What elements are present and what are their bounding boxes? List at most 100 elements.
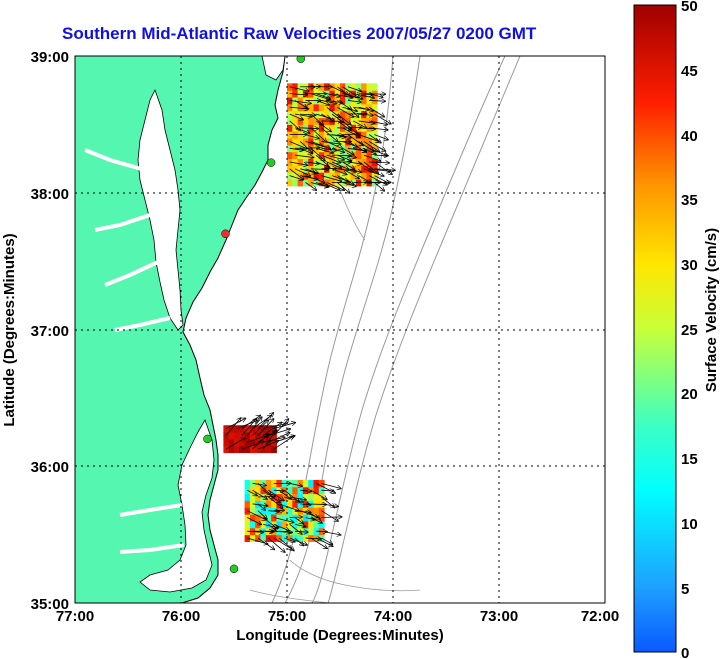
velocity-cell <box>249 507 256 515</box>
velocity-cell <box>292 179 299 187</box>
velocity-cell <box>265 479 272 488</box>
velocity-arrow <box>368 134 381 143</box>
velocity-arrow <box>273 419 289 436</box>
velocity-cell <box>244 432 251 440</box>
velocity-arrow <box>241 415 260 429</box>
velocity-cell <box>366 83 373 91</box>
velocity-cell <box>265 445 272 454</box>
velocity-arrow <box>337 182 349 193</box>
velocity-arrow <box>310 169 329 170</box>
velocity-arrow <box>262 489 280 502</box>
velocity-cell <box>265 425 272 433</box>
velocity-arrow <box>321 530 340 535</box>
velocity-arrow <box>273 523 289 530</box>
velocity-arrow <box>347 86 361 92</box>
velocity-arrow <box>294 531 308 532</box>
velocity-cell <box>255 425 261 433</box>
velocity-cell <box>292 158 299 166</box>
velocity-cell <box>318 131 325 139</box>
velocity-cell <box>340 110 346 119</box>
velocity-arrow <box>257 413 274 429</box>
velocity-arrow <box>305 518 315 520</box>
velocity-arrow <box>289 524 302 534</box>
velocity-arrow <box>300 504 310 505</box>
velocity-arrow <box>358 94 374 95</box>
velocity-arrow <box>278 489 291 499</box>
velocity-arrow <box>257 419 274 436</box>
velocity-arrow <box>278 503 299 511</box>
velocity-arrow <box>305 538 322 539</box>
velocity-arrow <box>273 436 293 450</box>
velocity-arrow <box>358 175 372 183</box>
velocity-cell <box>340 172 346 180</box>
velocity-arrow <box>310 113 324 125</box>
velocity-arrow <box>342 161 355 169</box>
velocity-arrow <box>368 141 385 151</box>
colorbar-tick: 50 <box>681 0 698 15</box>
velocity-arrow <box>300 168 316 173</box>
velocity-arrow <box>268 489 283 500</box>
velocity-arrow <box>262 422 281 436</box>
velocity-arrow <box>257 503 265 510</box>
radar-station-marker <box>229 564 239 574</box>
velocity-cell <box>297 90 304 98</box>
colorbar-tick: 25 <box>681 322 698 339</box>
velocity-arrow <box>294 155 314 157</box>
velocity-cell <box>313 131 320 139</box>
velocity-cell <box>265 500 272 508</box>
velocity-arrow <box>321 175 341 182</box>
velocity-cell <box>302 520 309 529</box>
colorbar-tick: 35 <box>681 192 698 209</box>
velocity-arrow <box>337 175 353 185</box>
velocity-cell <box>239 438 246 447</box>
velocity-cell <box>260 534 267 542</box>
colorbar-tick: 20 <box>681 386 698 403</box>
velocity-arrow <box>315 154 328 165</box>
velocity-arrow <box>300 490 311 491</box>
velocity-cell <box>313 520 320 529</box>
velocity-arrow <box>247 517 261 525</box>
velocity-arrow <box>289 168 304 180</box>
plot-frame <box>74 55 606 604</box>
velocity-cell <box>292 500 299 508</box>
velocity-cell <box>292 493 299 501</box>
colorbar-tick: 10 <box>681 516 698 533</box>
velocity-arrow <box>321 537 332 544</box>
velocity-cell <box>302 117 309 125</box>
velocity-cell <box>228 432 235 440</box>
velocity-arrow <box>342 168 359 179</box>
velocity-cell <box>292 486 299 495</box>
velocity-cell <box>324 110 330 119</box>
velocity-cell <box>234 445 240 454</box>
velocity-arrow <box>321 182 339 189</box>
velocity-arrow <box>279 531 290 532</box>
velocity-arrow <box>273 517 294 523</box>
velocity-cell <box>249 514 256 522</box>
velocity-arrow <box>342 147 354 155</box>
velocity-arrow <box>252 434 269 450</box>
velocity-arrow <box>305 148 320 149</box>
velocity-cell <box>297 493 304 501</box>
velocity-arrow <box>337 120 351 130</box>
velocity-cell <box>355 151 362 160</box>
velocity-cell <box>361 131 367 139</box>
velocity-cell <box>308 131 314 139</box>
x-axis-label: Longitude (Degrees:Minutes) <box>236 627 444 644</box>
velocity-arrow <box>257 510 267 519</box>
velocity-arrow <box>347 168 361 172</box>
velocity-cell <box>292 172 299 180</box>
delaware-bay <box>261 56 286 81</box>
velocity-arrow <box>289 94 308 95</box>
y-axis-ticks: 39:00 38:00 37:00 36:00 35:00 <box>31 49 69 613</box>
velocity-cell <box>324 172 330 180</box>
velocity-cell <box>244 520 251 529</box>
velocity-arrow <box>247 531 263 532</box>
velocity-cell <box>318 520 325 529</box>
velocity-arrow <box>289 100 311 103</box>
velocity-arrow <box>347 106 359 117</box>
velocity-arrow <box>374 175 388 183</box>
x-tick-label: 76:00 <box>162 608 200 625</box>
velocity-arrow <box>305 162 319 164</box>
velocity-arrow <box>321 496 334 507</box>
velocity-cell <box>308 158 314 166</box>
